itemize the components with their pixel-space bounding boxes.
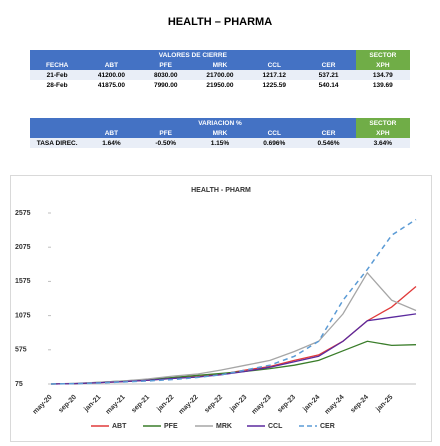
column-header: CCL [247, 128, 302, 138]
cell: 0.696% [247, 138, 302, 148]
y-tick-label: 1075 [15, 312, 31, 319]
cell: 21-Feb [30, 70, 85, 80]
data-row: TASA DIREC. 1.64% -0.50% 1.15% 0.696% 0.546% 3… [30, 138, 410, 148]
variation-table: VARIACION % SECTOR ABT PFE MRK CCL CER XPH TASA … [30, 118, 410, 148]
cell: 8030.00 [138, 70, 193, 80]
x-tick-label: jan-24 [301, 394, 321, 414]
x-tick-label: sep-21 [130, 394, 151, 415]
x-tick-label: sep-22 [203, 394, 224, 415]
cell: 28-Feb [30, 80, 85, 90]
column-header: ABT [84, 128, 139, 138]
x-tick-label: may-23 [251, 394, 273, 416]
x-tick-label: jan-25 [374, 394, 394, 414]
column-header: CER [301, 60, 356, 70]
legend-label: CER [320, 423, 335, 430]
cell: 3.64% [355, 138, 410, 148]
cell: 41200.00 [84, 70, 139, 80]
group-row: VALORES DE CIERRE SECTOR [30, 50, 410, 60]
closing-table: VALORES DE CIERRE SECTOR FECHA ABT PFE MRK CCL… [30, 50, 410, 90]
series-line [50, 271, 417, 385]
cell: 21700.00 [192, 70, 248, 80]
column-header: CCL [247, 60, 302, 70]
series-line [50, 340, 417, 385]
x-tick-label: may-24 [324, 394, 346, 416]
cell: 1.64% [84, 138, 139, 148]
data-row: 28-Feb 41875.00 7990.00 21950.00 1225.59 540.… [30, 80, 410, 90]
chart-title: HEALTH - PHARM [191, 187, 251, 194]
column-row: FECHA ABT PFE MRK CCL CER XPH [30, 60, 410, 70]
column-header: FECHA [30, 60, 85, 70]
group-row: VARIACION % SECTOR [30, 118, 410, 128]
cell: -0.50% [138, 138, 193, 148]
cell: 1217.12 [247, 70, 302, 80]
y-tick-label: 2075 [15, 244, 31, 251]
cell: 1.15% [192, 138, 248, 148]
cell: 537.21 [301, 70, 356, 80]
cell: 1225.59 [247, 80, 302, 90]
spacer [30, 118, 85, 128]
chart: HEALTH - PHARM 75 575 1075 1575 2075 2575 may-… [15, 187, 417, 430]
x-tick-label: sep-20 [57, 394, 78, 415]
cell: 7990.00 [138, 80, 193, 90]
page-title: HEALTH – PHARMA [167, 16, 273, 28]
y-tick-label: 1575 [15, 278, 31, 285]
cell: 139.69 [355, 80, 410, 90]
x-tick-label: may-20 [32, 394, 54, 416]
x-tick-label: may-21 [105, 394, 127, 416]
column-header: PFE [138, 60, 193, 70]
cell: 41875.00 [84, 80, 139, 90]
series-line [50, 313, 417, 385]
x-tick-label: may-22 [178, 394, 200, 416]
cell: TASA DIREC. [30, 138, 85, 148]
column-header: CER [301, 128, 356, 138]
legend-label: PFE [164, 423, 178, 430]
column-header: XPH [355, 60, 410, 70]
legend-label: ABT [112, 423, 127, 430]
series-line [50, 286, 417, 385]
sector-header: SECTOR [355, 50, 410, 60]
chart-box: HEALTH - PHARM 75 575 1075 1575 2075 2575 may-… [10, 175, 432, 442]
column-header: ABT [84, 60, 139, 70]
y-tick-label: 75 [15, 381, 23, 388]
x-tick-label: sep-23 [276, 394, 297, 415]
group-header: VARIACION % [84, 118, 356, 128]
data-row: 21-Feb 41200.00 8030.00 21700.00 1217.12 537.… [30, 70, 410, 80]
x-tick-label: jan-22 [155, 394, 175, 414]
x-tick-label: jan-23 [228, 394, 248, 414]
legend-label: CCL [268, 423, 283, 430]
cell: 21950.00 [192, 80, 248, 90]
series-line [50, 218, 417, 385]
sector-header: SECTOR [355, 118, 410, 128]
column-row: ABT PFE MRK CCL CER XPH [30, 128, 410, 138]
column-header: XPH [355, 128, 410, 138]
y-tick-label: 2575 [15, 210, 31, 217]
spacer [30, 128, 85, 138]
column-header: MRK [192, 60, 248, 70]
column-header: PFE [138, 128, 193, 138]
cell: 540.14 [301, 80, 356, 90]
column-header: MRK [192, 128, 248, 138]
cell: 0.546% [301, 138, 356, 148]
legend-label: MRK [216, 423, 232, 430]
x-tick-label: jan-21 [82, 394, 102, 414]
x-tick-label: sep-24 [349, 394, 370, 415]
group-header: VALORES DE CIERRE [30, 50, 356, 60]
cell: 134.79 [355, 70, 410, 80]
y-tick-label: 575 [15, 347, 27, 354]
